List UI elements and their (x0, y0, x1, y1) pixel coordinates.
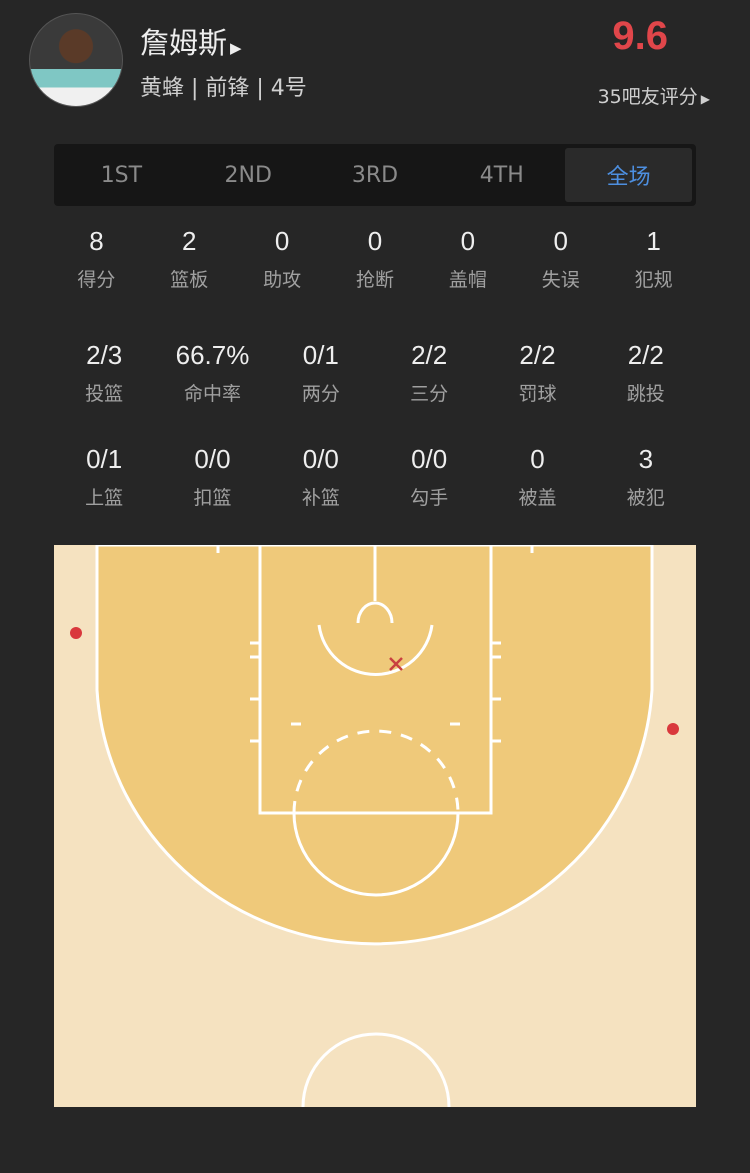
stat-label: 命中率 (183, 383, 241, 405)
stat-命中率: 66.7% 命中率 (158, 340, 266, 406)
stat-上篮: 0/1 上篮 (50, 444, 158, 510)
tab-1st[interactable]: 1ST (100, 162, 143, 188)
arrow-right-icon: ▶ (230, 39, 242, 57)
stat-篮板: 2 篮板 (143, 226, 236, 292)
stat-value: 0/1 (86, 444, 123, 474)
stat-label: 补篮 (301, 487, 340, 509)
stat-被犯: 3 被犯 (592, 444, 700, 510)
stat-value: 0 (460, 226, 476, 256)
center-circle (301, 1032, 451, 1107)
player-name[interactable]: 詹姆斯 ▶ (140, 26, 242, 60)
stat-犯规: 1 犯规 (607, 226, 700, 292)
restricted-area (317, 624, 434, 676)
stat-value: 1 (646, 226, 661, 256)
paint-lane (258, 545, 493, 815)
stat-value: 0 (367, 226, 383, 256)
made-shot-dot (70, 627, 82, 639)
stat-label: 投篮 (85, 383, 124, 405)
stat-label: 助攻 (263, 269, 302, 291)
stat-value: 0/1 (302, 340, 339, 370)
stat-label: 扣篮 (193, 487, 232, 509)
stat-value: 2/2 (627, 340, 664, 370)
tab-3rd[interactable]: 3RD (351, 162, 399, 188)
stat-label: 盖帽 (448, 269, 487, 291)
stat-label: 得分 (77, 269, 116, 291)
fan-rating-link[interactable]: 35吧友评分 ▶ (597, 86, 710, 108)
lane-ticks (250, 641, 501, 743)
stat-value: 3 (638, 444, 654, 474)
stat-label: 跳投 (626, 383, 665, 405)
stat-label: 被盖 (518, 487, 557, 509)
shot-chart (54, 545, 696, 1107)
shots (70, 627, 679, 735)
missed-shot-x (389, 657, 403, 671)
stat-扣篮: 0/0 扣篮 (158, 444, 266, 510)
player-avatar[interactable] (29, 13, 123, 107)
stat-label: 罚球 (518, 383, 557, 405)
stat-value: 8 (89, 226, 104, 256)
stat-盖帽: 0 盖帽 (421, 226, 514, 292)
stat-两分: 0/1 两分 (267, 340, 375, 406)
basic-stats: 8 得分 2 篮板 0 助攻 0 抢断 0 盖帽 0 失误 1 犯规 (50, 226, 700, 292)
stat-勾手: 0/0 勾手 (375, 444, 483, 510)
arrow-right-icon: ▶ (700, 92, 710, 106)
stat-label: 勾手 (410, 487, 449, 509)
made-shot-dot (667, 723, 679, 735)
stat-得分: 8 得分 (50, 226, 143, 292)
tab-2nd[interactable]: 2ND (224, 162, 272, 188)
stat-value: 66.7% (175, 340, 250, 370)
stat-label: 篮板 (170, 269, 209, 291)
stat-抢断: 0 抢断 (329, 226, 422, 292)
stat-value: 2 (182, 226, 197, 256)
stat-失误: 0 失误 (514, 226, 607, 292)
stat-value: 0/0 (194, 444, 231, 474)
shooting-stats: 2/3 投篮 66.7% 命中率 0/1 两分 2/2 三分 2/2 罚球 2/2 跳投 (50, 340, 700, 406)
three-point-area (95, 545, 654, 946)
stat-value: 0 (553, 226, 568, 256)
stat-value: 2/2 (519, 340, 556, 370)
stat-value: 0 (274, 226, 290, 256)
stat-投篮: 2/3 投篮 (50, 340, 158, 406)
stat-跳投: 2/2 跳投 (592, 340, 700, 406)
stat-助攻: 0 助攻 (236, 226, 329, 292)
free-throw-circle-bottom (292, 812, 460, 897)
stat-value: 2/2 (411, 340, 448, 370)
player-rating: 9.6 (612, 14, 668, 58)
stat-label: 抢断 (356, 269, 395, 291)
stat-label: 三分 (410, 383, 449, 405)
stat-value: 0 (530, 444, 545, 474)
stat-补篮: 0/0 补篮 (267, 444, 375, 510)
shot-type-stats: 0/1 上篮 0/0 扣篮 0/0 补篮 0/0 勾手 0 被盖 3 被犯 (50, 444, 700, 510)
stat-罚球: 2/2 罚球 (483, 340, 591, 406)
stat-label: 两分 (301, 383, 340, 405)
stat-value: 2/3 (86, 340, 123, 370)
stat-label: 犯规 (634, 269, 673, 291)
stat-value: 0/0 (411, 444, 448, 474)
stat-被盖: 0 被盖 (483, 444, 591, 510)
period-tabs: 1ST 2ND 3RD 4TH 全场 (54, 144, 696, 206)
stat-三分: 2/2 三分 (375, 340, 483, 406)
player-info: 黄蜂 | 前锋 | 4号 (140, 76, 307, 101)
tab-4th[interactable]: 4TH (479, 162, 524, 188)
basket (356, 601, 394, 624)
stat-value: 0/0 (302, 444, 339, 474)
stat-label: 失误 (541, 269, 580, 291)
tab-full-game[interactable]: 全场 (565, 148, 692, 202)
stat-label: 被犯 (626, 487, 665, 509)
stat-label: 上篮 (85, 487, 124, 509)
